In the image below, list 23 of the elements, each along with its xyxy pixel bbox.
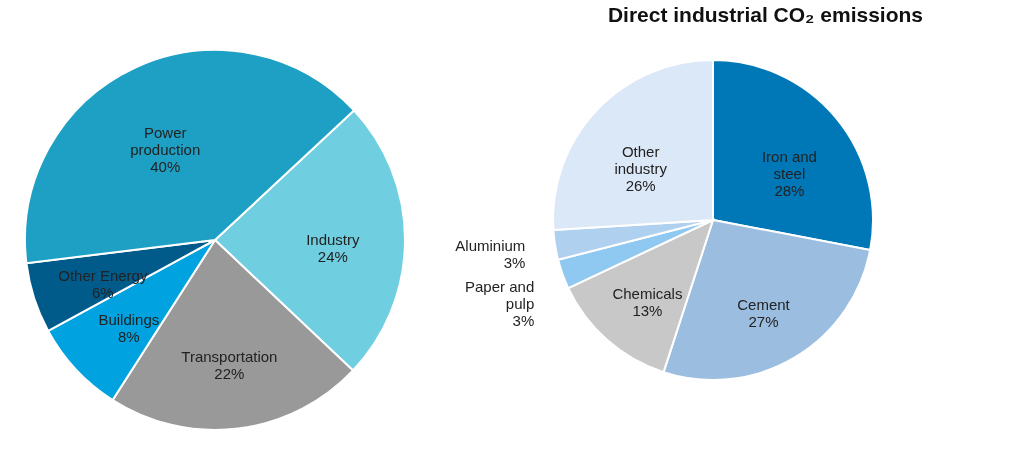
data-label: 28% xyxy=(774,181,805,199)
data-label: 3% xyxy=(512,312,535,330)
slice-label: Iron and steel xyxy=(761,147,817,182)
data-label: 13% xyxy=(632,302,663,320)
slice-label: Cement xyxy=(737,296,791,314)
data-label: 6% xyxy=(92,284,114,302)
data-label: 3% xyxy=(503,253,526,271)
data-label: 24% xyxy=(317,248,348,266)
slice-label: Other industry xyxy=(614,143,668,178)
slice-label: Transportation xyxy=(181,347,278,365)
slice-label: Industry xyxy=(306,231,360,249)
data-label: 8% xyxy=(118,328,140,346)
slice-label: Paper and pulp xyxy=(465,278,535,313)
slice-label: Aluminium xyxy=(455,236,526,254)
data-label: 22% xyxy=(214,364,245,382)
slice-label: Chemicals xyxy=(612,285,683,303)
data-label: 27% xyxy=(748,313,779,331)
slice-label: Other Energy xyxy=(58,267,148,285)
slice-label: Power production xyxy=(130,124,201,159)
data-label: 26% xyxy=(625,177,656,195)
slice-label: Buildings xyxy=(98,311,160,329)
chart-title: Direct industrial CO₂ emissions xyxy=(607,3,923,26)
data-label: 40% xyxy=(150,158,181,176)
